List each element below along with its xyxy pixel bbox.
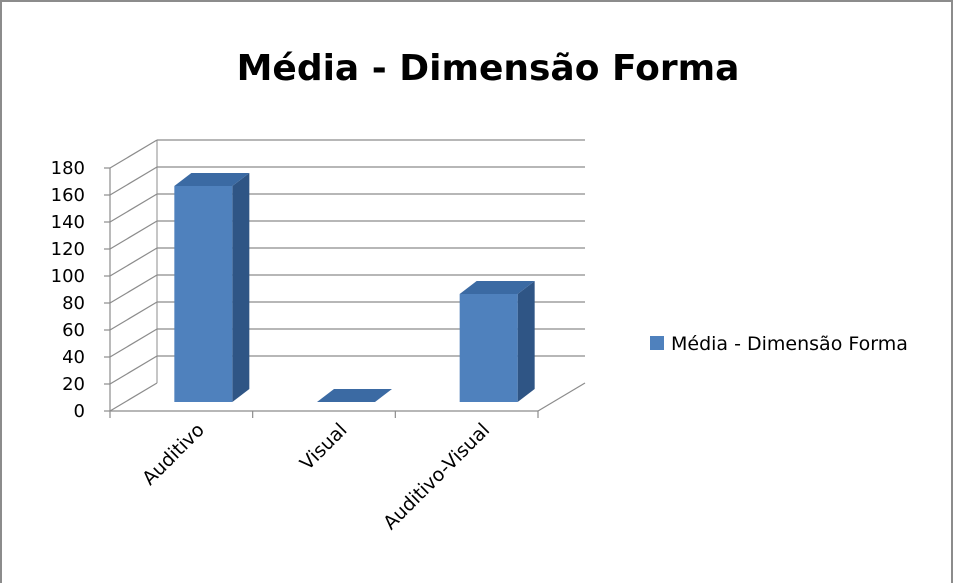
bar-side	[517, 281, 535, 402]
x-category-label: Visual	[296, 419, 352, 475]
x-category-label: Auditivo-Visual	[379, 419, 494, 534]
legend-label: Média - Dimensão Forma	[671, 333, 908, 355]
bar-auditivo	[174, 173, 250, 402]
gridline-diagonal	[109, 220, 158, 250]
gridline-diagonal	[109, 247, 158, 277]
gridline-diagonal	[109, 193, 158, 223]
y-tick-label: 60	[62, 320, 85, 341]
floor-edge	[537, 382, 586, 412]
y-tick-label: 0	[74, 401, 85, 422]
y-axis-tick-labels: 0 20 40 60 80 100 120 140 160 180	[51, 158, 85, 422]
gridline-diagonal	[109, 274, 158, 304]
y-tick-label: 80	[62, 293, 85, 314]
gridline-diagonal	[109, 382, 158, 412]
bar-top	[459, 281, 535, 294]
legend-swatch	[650, 336, 664, 350]
bar-top	[317, 389, 392, 402]
x-category-label: Auditivo	[138, 419, 209, 490]
chart-title: Média - Dimensão Forma	[237, 48, 740, 89]
bar-auditivo-visual	[459, 281, 535, 402]
bar-front	[174, 186, 233, 402]
y-tick-label: 120	[51, 239, 85, 260]
legend: Média - Dimensão Forma	[650, 333, 908, 355]
bar-side	[232, 173, 250, 402]
gridline-diagonal	[109, 139, 158, 169]
y-tick-label: 140	[51, 212, 85, 233]
gridline-diagonal	[109, 328, 158, 358]
y-tick-label: 20	[62, 374, 85, 395]
bar-visual	[317, 389, 392, 402]
gridline-diagonal	[109, 301, 158, 331]
gridline-diagonal	[109, 166, 158, 196]
y-tick-label: 160	[51, 185, 85, 206]
y-tick-label: 100	[51, 266, 85, 287]
x-axis-category-labels: Auditivo Visual Auditivo-Visual	[138, 419, 494, 534]
bar-front	[459, 294, 518, 402]
y-tick-label: 40	[62, 347, 85, 368]
bar-layer	[174, 173, 535, 402]
y-tick-label: 180	[51, 158, 85, 179]
gridline-diagonal	[109, 355, 158, 385]
bar-top	[174, 173, 250, 186]
